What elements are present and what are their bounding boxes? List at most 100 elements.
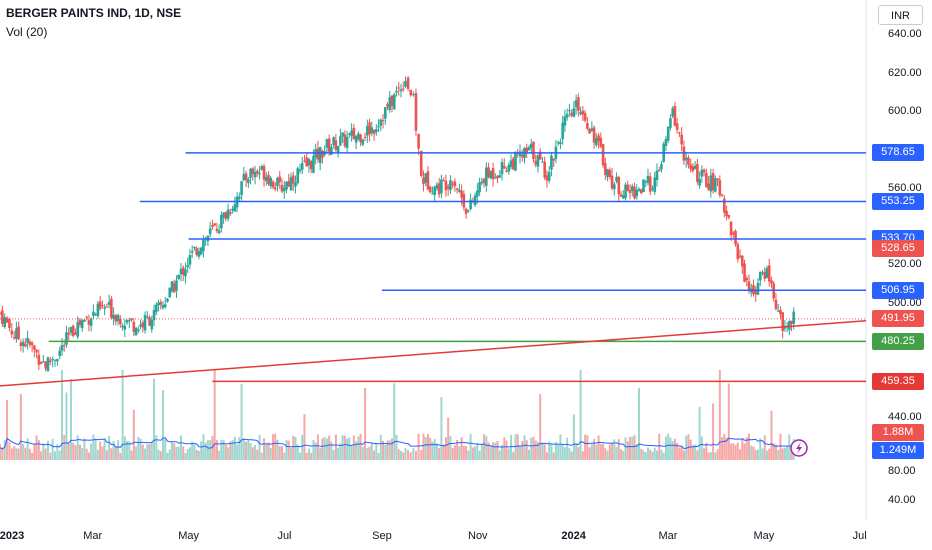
volume-bar xyxy=(678,447,681,460)
volume-bar xyxy=(519,445,522,460)
volume-bar xyxy=(283,452,286,460)
volume-bar xyxy=(548,441,551,460)
volume-bar xyxy=(595,444,598,460)
volume-bar xyxy=(664,436,667,460)
candle-body xyxy=(148,317,151,326)
candle-body xyxy=(727,215,731,218)
candle-body xyxy=(249,168,252,178)
candle-body xyxy=(269,177,273,187)
volume-bar xyxy=(110,448,113,460)
volume-bar xyxy=(200,441,203,460)
volume-bar xyxy=(646,447,649,460)
candle-body xyxy=(487,167,490,178)
candle-body xyxy=(792,311,796,324)
candle-body xyxy=(781,312,785,332)
trendline[interactable] xyxy=(0,319,867,387)
volume-bar xyxy=(218,450,221,460)
volume-bar xyxy=(285,440,288,460)
candle-body xyxy=(595,138,598,146)
volume-bar xyxy=(474,446,477,460)
volume-bar xyxy=(8,442,11,460)
candle-body xyxy=(251,168,255,175)
volume-bar xyxy=(319,448,322,460)
volume-bar xyxy=(15,448,18,460)
volume-axis-label: 80.00 xyxy=(888,465,916,477)
volume-bar xyxy=(689,439,692,460)
candle-body xyxy=(639,189,643,194)
candle-body xyxy=(552,158,555,161)
volume-bar xyxy=(213,370,216,460)
volume-bar xyxy=(462,445,465,460)
volume-bar xyxy=(281,446,284,460)
volume-indicator-label[interactable]: Vol (20) xyxy=(6,25,48,39)
volume-bar xyxy=(137,436,140,460)
currency-button[interactable]: INR xyxy=(878,5,923,25)
candle-body xyxy=(392,94,396,110)
volume-bar xyxy=(783,447,786,460)
candle-body xyxy=(590,128,594,131)
candle-body xyxy=(606,169,609,178)
candle-body xyxy=(610,175,614,189)
volume-bar xyxy=(334,434,337,460)
candle-body xyxy=(33,345,36,350)
volume-bar xyxy=(417,434,420,460)
candle-body xyxy=(720,194,724,196)
candle-body xyxy=(716,178,719,180)
candle-body xyxy=(386,104,389,107)
volume-bar xyxy=(386,440,389,460)
candle-body xyxy=(231,208,234,211)
volume-bar xyxy=(552,452,555,460)
price-level-badge: 528.65 xyxy=(872,240,924,258)
volume-bar xyxy=(87,452,90,460)
volume-bar xyxy=(712,403,715,460)
candle-body xyxy=(482,178,486,184)
volume-bar xyxy=(510,434,513,460)
candle-body xyxy=(48,360,52,362)
volume-bar xyxy=(240,383,243,460)
candle-body xyxy=(112,314,115,319)
candle-body xyxy=(651,188,654,190)
volume-bar xyxy=(736,442,739,460)
candle-body xyxy=(489,171,493,179)
candle-body xyxy=(242,173,246,180)
candle-body xyxy=(666,126,670,141)
candle-body xyxy=(696,163,699,182)
candle-body xyxy=(619,194,623,197)
volume-bar xyxy=(96,449,99,460)
volume-bar xyxy=(469,433,472,460)
candle-body xyxy=(134,327,138,336)
volume-bar xyxy=(705,442,708,460)
volume-bar xyxy=(54,451,57,460)
volume-bar xyxy=(635,444,638,460)
candle-body xyxy=(559,141,562,145)
volume-bar xyxy=(649,449,652,460)
volume-bar xyxy=(698,406,701,460)
volume-bar xyxy=(700,436,703,460)
candle-body xyxy=(341,132,344,137)
volume-bar xyxy=(653,447,656,460)
candle-body xyxy=(170,281,174,292)
candle-body xyxy=(491,168,495,180)
candle-body xyxy=(433,187,436,196)
volume-bar xyxy=(716,449,719,460)
volume-bar xyxy=(750,445,753,460)
volume-bar xyxy=(759,437,762,460)
volume-bar xyxy=(150,442,153,460)
volume-bar xyxy=(584,434,587,460)
candle-body xyxy=(763,271,767,279)
candle-body xyxy=(103,307,106,309)
candle-body xyxy=(291,175,295,184)
candle-body xyxy=(536,155,540,167)
candle-body xyxy=(502,165,506,169)
volume-bar xyxy=(521,441,524,460)
volume-bar xyxy=(779,433,782,460)
volume-bar xyxy=(3,439,6,460)
volume-bar xyxy=(487,442,490,460)
candle-body xyxy=(19,342,23,347)
candle-body xyxy=(409,89,413,96)
candle-body xyxy=(177,274,181,279)
volume-bar xyxy=(545,452,548,460)
volume-bar xyxy=(494,442,497,460)
candle-body xyxy=(637,189,641,192)
